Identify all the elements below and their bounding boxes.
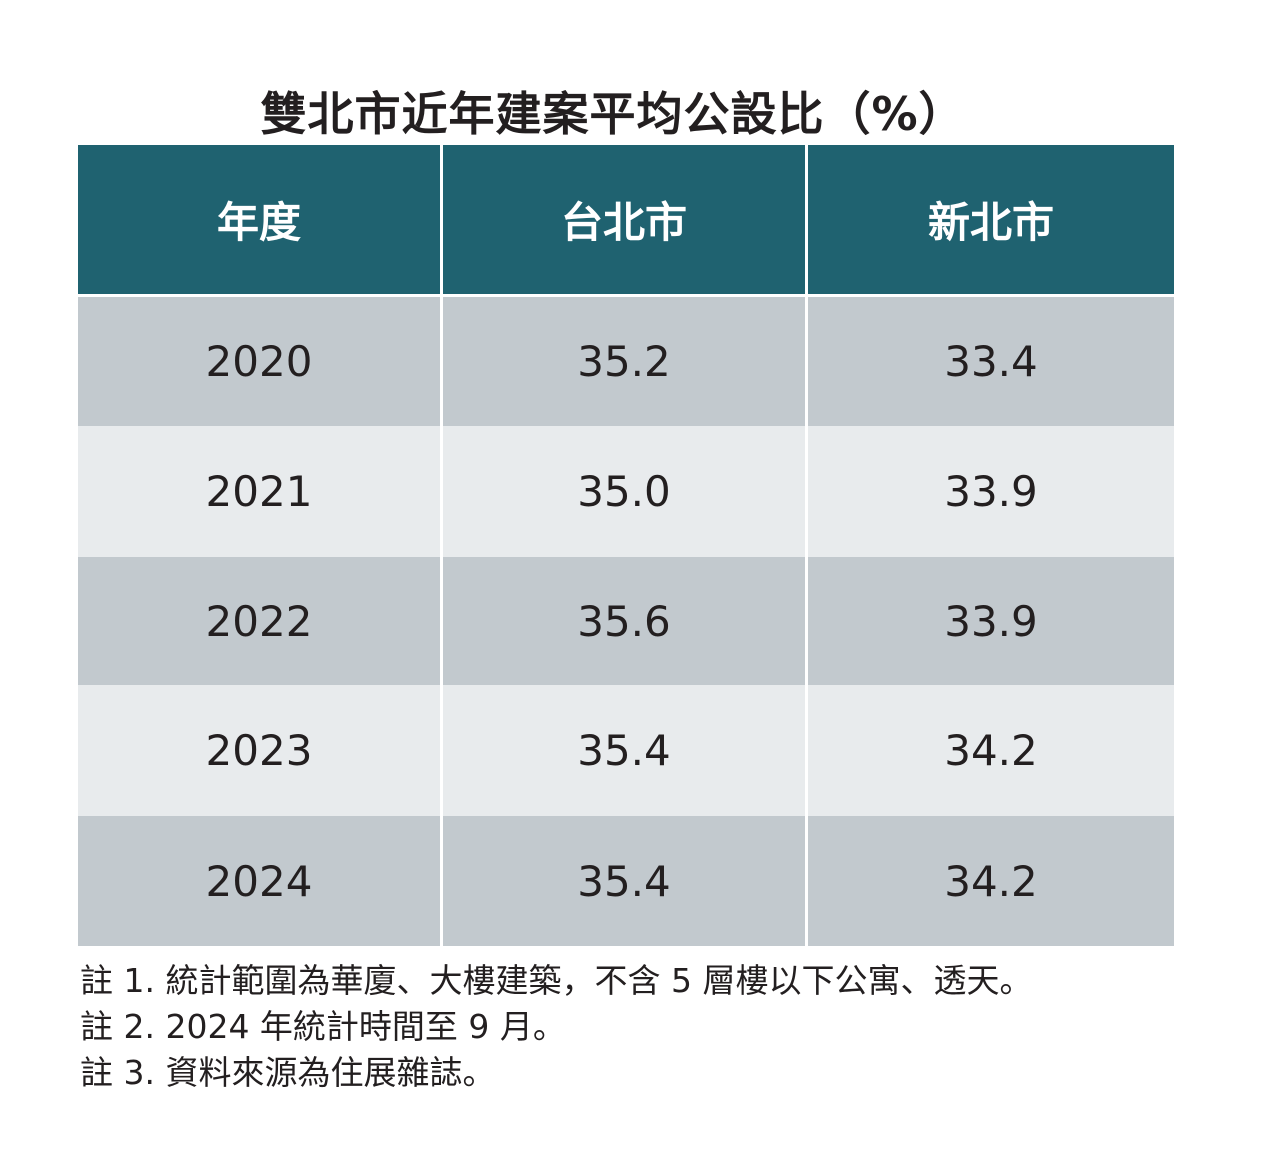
cell-year: 2021	[78, 426, 443, 557]
cell-new-taipei-value: 34.2	[808, 816, 1174, 946]
cell-new-taipei-value: 33.9	[808, 426, 1174, 557]
cell-taipei-value: 35.2	[443, 297, 808, 426]
cell-taipei-value: 35.0	[443, 426, 808, 557]
footnote: 註 2. 2024 年統計時間至 9 月。	[80, 1007, 566, 1046]
header-new-taipei: 新北市	[808, 145, 1174, 297]
cell-taipei-value: 35.4	[443, 816, 808, 946]
cell-year: 2023	[78, 685, 443, 816]
cell-year: 2020	[78, 297, 443, 426]
cell-year: 2022	[78, 557, 443, 685]
footnote: 註 3. 資料來源為住展雜誌。	[80, 1053, 496, 1092]
cell-new-taipei-value: 33.9	[808, 557, 1174, 685]
table-title: 雙北市近年建案平均公設比（%）	[260, 87, 966, 141]
data-table: 年度 台北市 新北市 2020 35.2 33.4 2021 35.0 33.9…	[78, 145, 1174, 946]
cell-new-taipei-value: 34.2	[808, 685, 1174, 816]
cell-new-taipei-value: 33.4	[808, 297, 1174, 426]
cell-year: 2024	[78, 816, 443, 946]
header-year: 年度	[78, 145, 443, 297]
header-taipei: 台北市	[443, 145, 808, 297]
cell-taipei-value: 35.6	[443, 557, 808, 685]
cell-taipei-value: 35.4	[443, 685, 808, 816]
footnotes: 註 1. 統計範圍為華廈、大樓建築，不含 5 層樓以下公寓、透天。 註 2. 2…	[80, 958, 1230, 1096]
footnote: 註 1. 統計範圍為華廈、大樓建築，不含 5 層樓以下公寓、透天。	[80, 961, 1033, 1000]
